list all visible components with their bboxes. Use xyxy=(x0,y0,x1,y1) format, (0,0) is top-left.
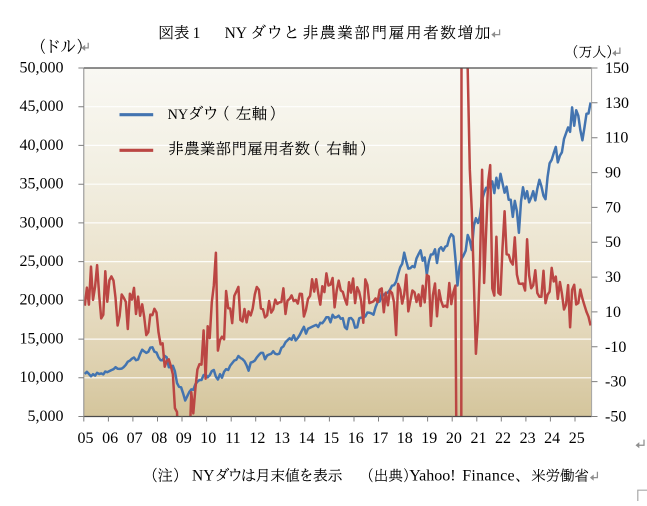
svg-text:NY: NY xyxy=(192,468,214,485)
svg-text:22: 22 xyxy=(495,430,511,447)
svg-text:NY: NY xyxy=(168,107,189,123)
svg-text:18: 18 xyxy=(397,430,413,447)
svg-text:1: 1 xyxy=(193,25,201,42)
svg-text:Finance: Finance xyxy=(462,468,515,485)
svg-text:15: 15 xyxy=(323,430,339,447)
svg-text:45,000: 45,000 xyxy=(20,98,64,115)
svg-text:50: 50 xyxy=(605,234,621,251)
svg-text:09: 09 xyxy=(176,430,192,447)
svg-text:15,000: 15,000 xyxy=(20,331,64,348)
svg-text:70: 70 xyxy=(605,199,621,216)
svg-text:30,000: 30,000 xyxy=(20,214,64,231)
svg-text:25: 25 xyxy=(569,430,585,447)
svg-text:10: 10 xyxy=(200,430,216,447)
svg-text:10,000: 10,000 xyxy=(20,369,64,386)
svg-text:-30: -30 xyxy=(605,374,626,391)
svg-text:20: 20 xyxy=(446,430,462,447)
svg-text:-50: -50 xyxy=(605,409,626,426)
svg-text:5,000: 5,000 xyxy=(28,408,64,425)
svg-text:50,000: 50,000 xyxy=(20,59,64,76)
svg-text:17: 17 xyxy=(372,430,388,447)
svg-text:110: 110 xyxy=(605,130,628,147)
svg-text:30: 30 xyxy=(605,269,621,286)
svg-text:07: 07 xyxy=(127,430,143,447)
svg-text:150: 150 xyxy=(605,60,629,77)
svg-text:130: 130 xyxy=(605,95,629,112)
svg-text:06: 06 xyxy=(102,430,118,447)
svg-text:35,000: 35,000 xyxy=(20,176,64,193)
svg-text:21: 21 xyxy=(471,430,487,447)
svg-text:20,000: 20,000 xyxy=(20,292,64,309)
svg-text:10: 10 xyxy=(605,304,621,321)
svg-text:05: 05 xyxy=(78,430,94,447)
svg-text:12: 12 xyxy=(249,430,265,447)
svg-text:23: 23 xyxy=(520,430,536,447)
svg-text:-10: -10 xyxy=(605,339,626,356)
svg-text:Yahoo!: Yahoo! xyxy=(409,468,455,485)
svg-text:25,000: 25,000 xyxy=(20,253,64,270)
svg-text:11: 11 xyxy=(225,430,240,447)
svg-text:40,000: 40,000 xyxy=(20,137,64,154)
svg-text:14: 14 xyxy=(299,430,315,447)
svg-text:90: 90 xyxy=(605,165,621,182)
svg-text:24: 24 xyxy=(544,430,560,447)
svg-text:13: 13 xyxy=(274,430,290,447)
svg-text:16: 16 xyxy=(348,430,364,447)
svg-text:NY: NY xyxy=(225,25,247,42)
svg-text:19: 19 xyxy=(421,430,437,447)
svg-text:08: 08 xyxy=(151,430,167,447)
